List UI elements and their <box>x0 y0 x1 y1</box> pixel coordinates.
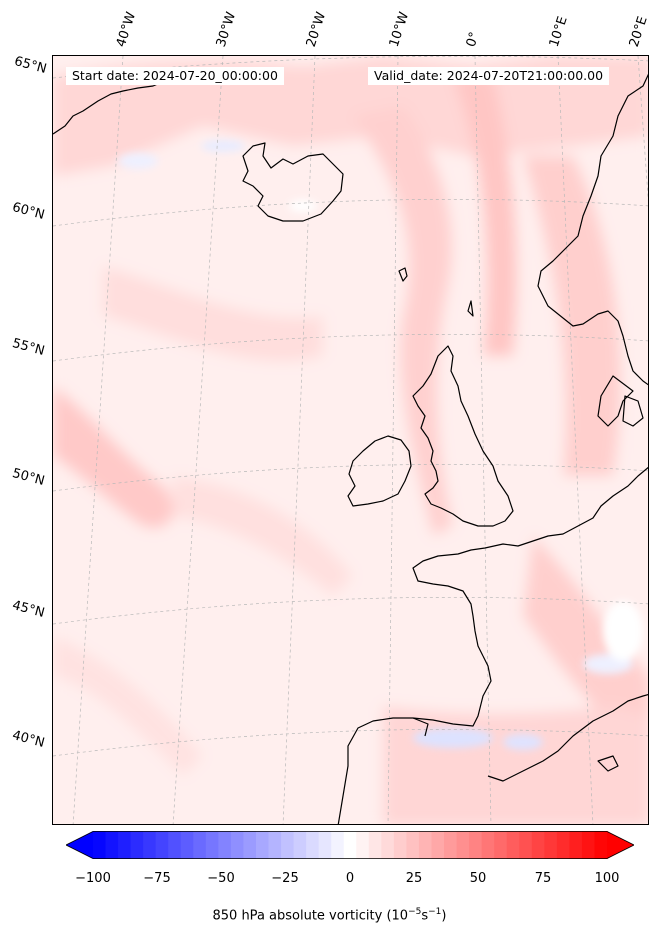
colorbar-tick-8: 75 <box>534 871 552 886</box>
colorbar-level <box>331 831 345 859</box>
colorbar-level <box>255 831 270 859</box>
colorbar-level <box>531 831 545 859</box>
colorbar-level <box>155 831 169 859</box>
colorbar-level <box>343 831 357 859</box>
colorbar-tick-1: −100 <box>75 871 111 886</box>
lat-label-65n: 65°N <box>12 54 49 77</box>
lon-label-20e: 20°E <box>626 14 651 50</box>
coast-norway <box>537 73 648 386</box>
colorbar-tick-5: 0 <box>345 871 355 886</box>
colorbar-tick-4: −25 <box>271 871 299 886</box>
colorbar-level <box>481 831 495 859</box>
colorbar-level <box>180 831 194 859</box>
colorbar-outline <box>66 831 634 859</box>
colorbar-level <box>218 831 232 859</box>
lat-label-55n: 55°N <box>10 336 47 359</box>
lon-label-0: 0° <box>463 30 483 49</box>
colorbar-level <box>581 831 596 859</box>
map-panel <box>52 55 649 825</box>
colorbar-level <box>243 831 257 859</box>
colorbar-level <box>381 831 395 859</box>
lon-label-10e: 10°E <box>546 14 571 50</box>
colorbar-level <box>143 831 157 859</box>
valid-date-label: Valid_date: 2024-07-20T21:00:00.00 <box>368 67 610 85</box>
lon-label-40w: 40°W <box>113 10 140 49</box>
lat-label-50n: 50°N <box>10 466 47 489</box>
colorbar-level <box>544 831 558 859</box>
coast-france <box>412 466 648 657</box>
colorbar-level <box>93 831 107 859</box>
colorbar-extend-low <box>66 831 93 859</box>
colorbar-level <box>193 831 207 859</box>
colorbar-level <box>444 831 458 859</box>
colorbar-label: 850 hPa absolute vorticity (10−5s−1) <box>212 907 447 924</box>
coast-greenland <box>53 80 166 135</box>
coast-faroe <box>398 267 408 282</box>
lon-label-10w: 10°W <box>386 10 413 49</box>
colorbar-level <box>594 831 608 859</box>
colorbar-tick-9: 100 <box>594 871 620 886</box>
colorbar-level <box>556 831 570 859</box>
coast-mediterranean <box>487 693 648 782</box>
colorbar-extend-high <box>607 831 634 859</box>
colorbar-level <box>281 831 295 859</box>
colorbar-tick-3: −50 <box>207 871 235 886</box>
colorbar-level <box>406 831 420 859</box>
lon-label-20w: 20°W <box>303 10 330 49</box>
colorbar-graphic <box>66 831 634 859</box>
colorbar-level <box>205 831 219 859</box>
colorbar-level <box>469 831 483 859</box>
colorbar-tick-7: 50 <box>469 871 487 886</box>
colorbar-level <box>118 831 132 859</box>
colorbar-level <box>268 831 282 859</box>
colorbar-level <box>230 831 245 859</box>
lat-label-60n: 60°N <box>10 200 47 223</box>
colorbar-level <box>506 831 520 859</box>
lon-label-30w: 30°W <box>213 10 240 49</box>
colorbar-level <box>368 831 382 859</box>
coast-iberia <box>337 655 492 824</box>
vorticity-field <box>53 56 648 824</box>
colorbar-level <box>519 831 533 859</box>
colorbar-level <box>418 831 433 859</box>
colorbar <box>66 831 634 859</box>
coast-denmark <box>597 375 634 427</box>
coast-ireland <box>347 435 412 507</box>
colorbar-level <box>130 831 144 859</box>
coast-shetland <box>467 300 474 317</box>
colorbar-level <box>456 831 470 859</box>
colorbar-tick-2: −75 <box>143 871 171 886</box>
colorbar-tick-6: 25 <box>405 871 423 886</box>
colorbar-level <box>431 831 445 859</box>
colorbar-level <box>306 831 320 859</box>
coast-iceland <box>242 142 344 222</box>
start-date-label: Start date: 2024-07-20_00:00:00 <box>66 67 284 85</box>
colorbar-level <box>393 831 408 859</box>
colorbar-level <box>356 831 370 859</box>
coastlines <box>53 73 648 824</box>
lat-label-40n: 40°N <box>10 728 47 751</box>
colorbar-level <box>569 831 583 859</box>
vorticity-map <box>53 56 648 824</box>
coast-great-britain <box>412 345 514 527</box>
colorbar-level <box>318 831 332 859</box>
lat-label-45n: 45°N <box>10 598 47 621</box>
colorbar-level <box>168 831 182 859</box>
colorbar-level <box>105 831 119 859</box>
colorbar-level <box>293 831 307 859</box>
colorbar-level <box>494 831 508 859</box>
